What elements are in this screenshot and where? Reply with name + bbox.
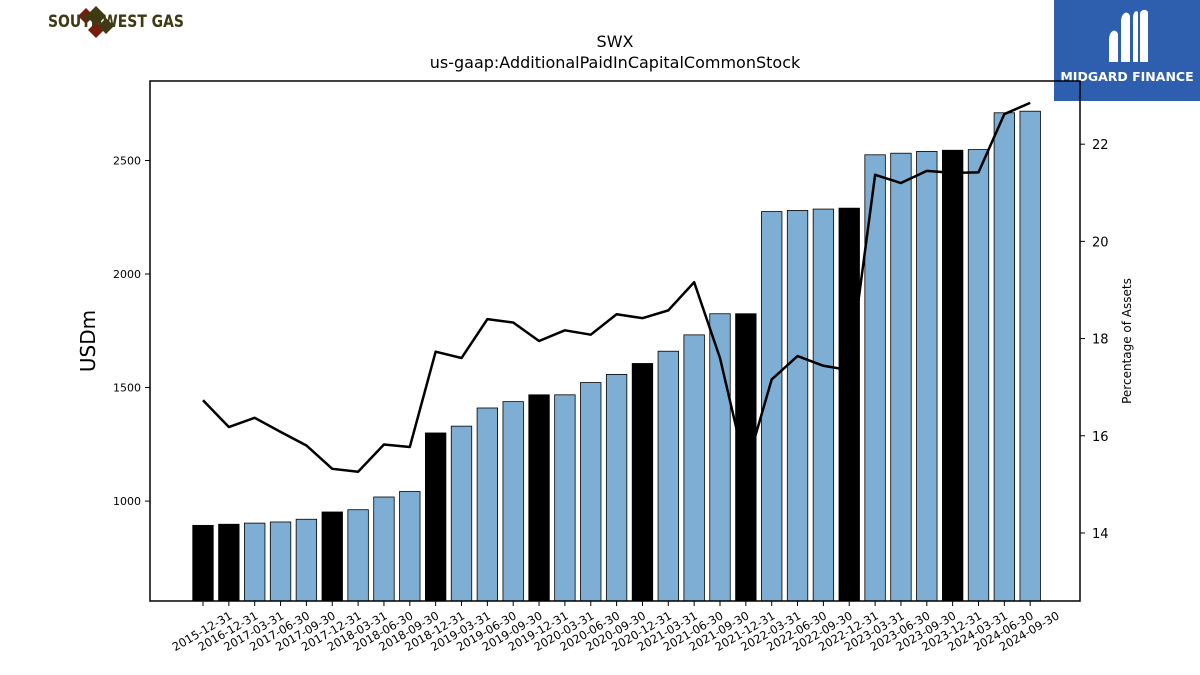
bar-2024-03-31: [967, 149, 990, 602]
bar-2023-09-30: [916, 150, 938, 602]
midgard-finance-brand-text: MIDGARD FINANCE: [1060, 69, 1194, 84]
y-tick-label-2000: 2000: [113, 268, 141, 281]
bar-2020-09-30: [605, 373, 628, 602]
bar-2019-06-30: [476, 407, 499, 602]
y2-tick-label-22: 22: [1092, 138, 1109, 153]
bar-2022-12-31: [838, 207, 860, 602]
bar-2018-12-31: [424, 432, 447, 602]
chart-title: SWX: [596, 32, 634, 51]
bar-2023-12-31: [942, 149, 964, 602]
bar-2021-06-30: [683, 334, 705, 602]
bar-2023-06-30: [890, 152, 912, 602]
y-axis-label: USDm: [76, 310, 100, 372]
chart-subtitle: us-gaap:AdditionalPaidInCapitalCommonSto…: [429, 53, 801, 72]
bar-2022-09-30: [812, 208, 835, 602]
plot-frame: [149, 80, 1081, 602]
bar-2020-12-31: [631, 363, 654, 602]
y-tick-label-1000: 1000: [113, 495, 141, 508]
bar-2021-12-31: [735, 313, 757, 602]
midgard-finance-logo: MIDGARD FINANCE: [1054, 0, 1200, 101]
bar-2022-06-30: [786, 210, 809, 602]
bar-2018-03-31: [347, 509, 369, 602]
bar-2016-12-31: [218, 523, 240, 602]
bar-2020-06-30: [580, 382, 602, 602]
bar-2017-09-30: [295, 518, 318, 602]
midgard-logo-mark-icon: [1109, 9, 1148, 62]
y-tick-label-2500: 2500: [113, 154, 141, 167]
bar-2015-12-31: [192, 524, 214, 602]
bar-2024-09-30: [1019, 110, 1041, 602]
bar-2020-03-31: [554, 394, 576, 602]
logo-diamond-dark-icon: [86, 6, 106, 26]
bar-2018-06-30: [373, 496, 395, 602]
bar-2017-06-30: [269, 521, 292, 602]
bar-2024-06-30: [993, 112, 1015, 602]
bar-2019-03-31: [450, 425, 473, 602]
southwest-gas-logo: [78, 6, 114, 38]
southwest-gas-brand-text: SOUTHWEST GAS: [48, 12, 184, 32]
y2-axis-label: Percentage of Assets: [1120, 278, 1134, 404]
logo-diamond-dark2-icon: [98, 18, 114, 34]
bar-2017-12-31: [321, 511, 343, 602]
y2-tick-label-14: 14: [1092, 527, 1109, 542]
bar-2018-09-30: [399, 491, 421, 602]
y2-tick-label-20: 20: [1092, 235, 1109, 250]
bar-2019-12-31: [528, 394, 550, 602]
bar-2019-09-30: [502, 401, 524, 602]
percentage-of-assets-line: [202, 101, 1031, 473]
y2-tick-label-16: 16: [1092, 430, 1109, 445]
bar-2021-03-31: [657, 350, 679, 602]
bar-2017-03-31: [244, 522, 266, 602]
y2-tick-label-18: 18: [1092, 333, 1109, 348]
y-tick-label-1500: 1500: [113, 382, 141, 395]
